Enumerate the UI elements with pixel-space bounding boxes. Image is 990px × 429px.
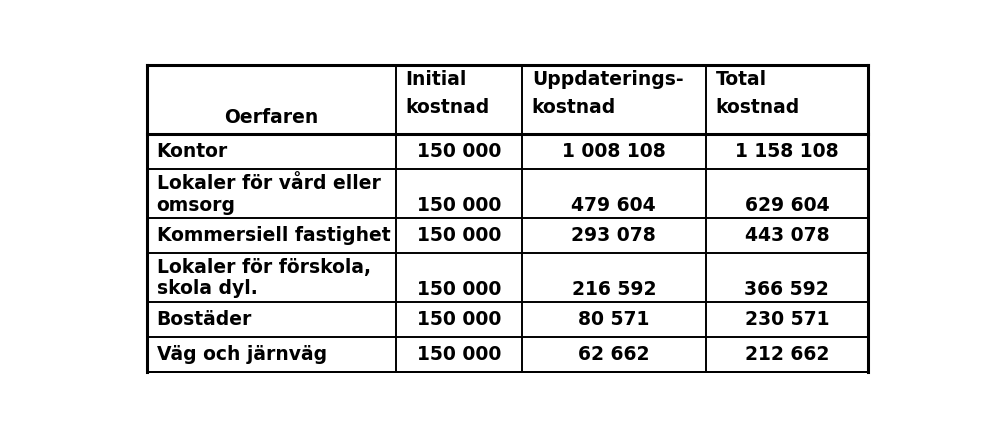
Text: Initial: Initial	[406, 70, 467, 89]
Text: Lokaler för förskola,: Lokaler för förskola,	[156, 258, 370, 277]
Text: 150 000: 150 000	[417, 142, 501, 161]
Text: 479 604: 479 604	[571, 196, 656, 215]
Text: kostnad: kostnad	[532, 98, 616, 117]
Text: 150 000: 150 000	[417, 280, 501, 299]
Text: 443 078: 443 078	[744, 226, 830, 245]
Text: kostnad: kostnad	[406, 98, 490, 117]
Text: omsorg: omsorg	[156, 196, 236, 215]
Text: 150 000: 150 000	[417, 226, 501, 245]
Text: 150 000: 150 000	[417, 196, 501, 215]
Text: 629 604: 629 604	[744, 196, 830, 215]
Text: 62 662: 62 662	[578, 345, 649, 364]
Text: skola dyl.: skola dyl.	[156, 279, 257, 299]
Text: Bostäder: Bostäder	[156, 310, 252, 329]
Text: 230 571: 230 571	[744, 310, 829, 329]
Text: 293 078: 293 078	[571, 226, 656, 245]
Text: 80 571: 80 571	[578, 310, 649, 329]
Text: Oerfaren: Oerfaren	[224, 108, 319, 127]
Text: Väg och järnväg: Väg och järnväg	[156, 345, 327, 364]
Text: 366 592: 366 592	[744, 280, 830, 299]
Text: 150 000: 150 000	[417, 345, 501, 364]
Text: 216 592: 216 592	[571, 280, 656, 299]
Text: Total: Total	[716, 70, 767, 89]
Text: 212 662: 212 662	[744, 345, 829, 364]
Text: Lokaler för vård eller: Lokaler för vård eller	[156, 174, 380, 193]
Text: Uppdaterings-: Uppdaterings-	[532, 70, 683, 89]
Text: 150 000: 150 000	[417, 310, 501, 329]
Text: 1 008 108: 1 008 108	[562, 142, 665, 161]
Text: Kontor: Kontor	[156, 142, 228, 161]
Text: Kommersiell fastighet: Kommersiell fastighet	[156, 226, 390, 245]
Text: 1 158 108: 1 158 108	[735, 142, 839, 161]
Text: kostnad: kostnad	[716, 98, 800, 117]
